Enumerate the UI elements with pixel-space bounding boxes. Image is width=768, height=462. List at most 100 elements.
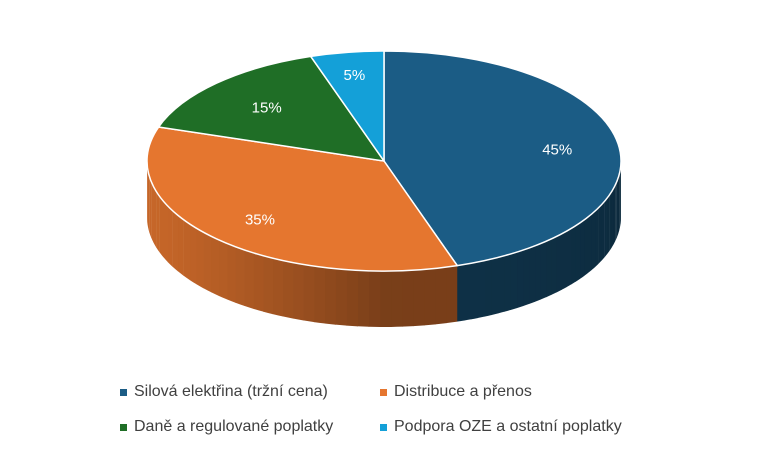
pie-side-segment	[470, 261, 479, 320]
pie-side-segment	[570, 225, 576, 285]
legend-item-dane: Daně a regulované poplatky	[120, 418, 380, 436]
pie-side-segment	[235, 246, 245, 306]
pie-side-segment	[203, 232, 212, 293]
pie-side-segment	[504, 253, 511, 312]
legend-swatch	[380, 423, 387, 431]
pie-side-segment	[196, 228, 204, 289]
pie-side-segment	[183, 219, 191, 281]
pie-side-segment	[561, 231, 567, 290]
legend-swatch	[120, 388, 127, 396]
pie-side-segment	[579, 219, 585, 280]
pie-side-segment	[253, 252, 264, 312]
pie-side-segment	[619, 171, 620, 232]
pie-side-segment	[606, 194, 610, 255]
pie-side-segment	[463, 263, 472, 321]
pie-side-segment	[189, 224, 197, 285]
legend-swatch	[120, 423, 127, 431]
pie-side-segment	[551, 236, 557, 295]
pie-side-segment	[313, 266, 326, 324]
legend-item-oze: Podpora OZE a ostatní poplatky	[380, 418, 680, 436]
pie-side-segment	[484, 259, 492, 317]
pie-side-segment	[210, 236, 220, 296]
pie-data-label: 15%	[252, 100, 282, 117]
pie-slice	[157, 55, 385, 162]
pie-side-segment	[292, 262, 304, 321]
pie-side-segment	[522, 247, 530, 307]
pie-slice	[146, 126, 458, 272]
pie-side-segment	[618, 174, 620, 235]
pie-side-segment	[163, 201, 168, 263]
pie-slice	[383, 50, 622, 267]
pie-side-segment	[583, 216, 588, 277]
pie-side-segment	[379, 270, 392, 327]
pie-sides	[146, 160, 621, 327]
pie-side-segment	[218, 239, 228, 300]
pie-side-segment	[172, 210, 179, 272]
pie-side-segment	[335, 268, 347, 326]
pie-side-segment	[594, 207, 599, 268]
pie-side-segment	[156, 191, 160, 253]
pie-side-segment	[510, 251, 518, 310]
legend-label: Distribuce a přenos	[394, 383, 532, 400]
pie-side-segment	[615, 181, 617, 242]
pie-side-segment	[346, 269, 358, 327]
pie-side-segment	[262, 255, 274, 315]
pie-side-segment	[148, 171, 150, 233]
pie-side-segment	[491, 257, 499, 316]
pie-data-label: 45%	[542, 141, 572, 158]
pie-side-segment	[616, 178, 619, 238]
pie-side-segment	[545, 238, 552, 298]
pie-side-segment	[604, 198, 607, 258]
legend-swatch	[380, 388, 387, 396]
pie-side-segment	[402, 270, 414, 327]
pie-slice	[310, 50, 385, 162]
pie-side-segment	[413, 269, 425, 327]
pie-side-segment	[598, 204, 602, 265]
pie-side-segment	[149, 176, 152, 238]
pie-side-segment	[324, 267, 336, 325]
legend-item-silova: Silová elektřina (tržní cena)	[120, 383, 380, 401]
pie-side-segment	[153, 186, 157, 248]
legend-item-distribuce: Distribuce a přenos	[380, 383, 680, 401]
pie-side-segment	[272, 258, 284, 317]
pie-data-label: 5%	[343, 67, 365, 84]
pie-side-segment	[540, 241, 547, 300]
pie-side-segment	[575, 222, 581, 282]
pie-side-segment	[516, 249, 524, 309]
pie-side-segment	[177, 215, 184, 276]
pie-side-segment	[435, 267, 447, 325]
pie-side-segment	[601, 201, 605, 261]
pie-side-segment	[566, 228, 572, 288]
legend-label: Silová elektřina (tržní cena)	[134, 383, 328, 400]
pie-side-segment	[159, 196, 164, 258]
pie-side-segment	[534, 243, 541, 302]
pie-side-segment	[226, 243, 236, 303]
pie-side-segment	[357, 270, 370, 327]
pie-side-segment	[591, 210, 596, 271]
pie-side-segment	[587, 213, 592, 274]
pie-side-segment	[556, 233, 562, 293]
pie-data-label: 35%	[245, 212, 275, 229]
pie-side-segment	[477, 260, 485, 319]
legend-label: Podpora OZE a ostatní poplatky	[394, 418, 622, 435]
pie-side-segment	[611, 188, 614, 248]
pie-side-segment	[390, 270, 403, 327]
pie-side-segment	[368, 270, 381, 327]
pie-side-segment	[167, 206, 173, 267]
pie-side-segment	[303, 264, 315, 323]
pie-side-segment	[151, 181, 154, 243]
pie-side-segment	[456, 264, 465, 322]
pie-side-segment	[244, 249, 254, 309]
pie-side-segment	[282, 260, 294, 319]
pie-side-segment	[497, 255, 505, 314]
pie-side-segment	[619, 167, 621, 228]
legend: Silová elektřina (tržní cena) Distribuce…	[120, 383, 680, 436]
pie-side-segment	[609, 191, 612, 252]
pie-side-segment	[613, 184, 616, 245]
pie-side-segment	[446, 265, 458, 324]
pie-side-segment	[528, 245, 536, 305]
pie-side-segment	[424, 268, 436, 326]
legend-label: Daně a regulované poplatky	[134, 418, 334, 435]
